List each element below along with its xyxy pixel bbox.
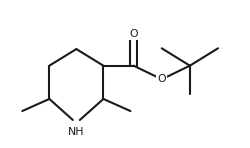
Text: NH: NH [68, 127, 84, 137]
Text: O: O [129, 29, 138, 39]
Text: O: O [158, 74, 166, 84]
